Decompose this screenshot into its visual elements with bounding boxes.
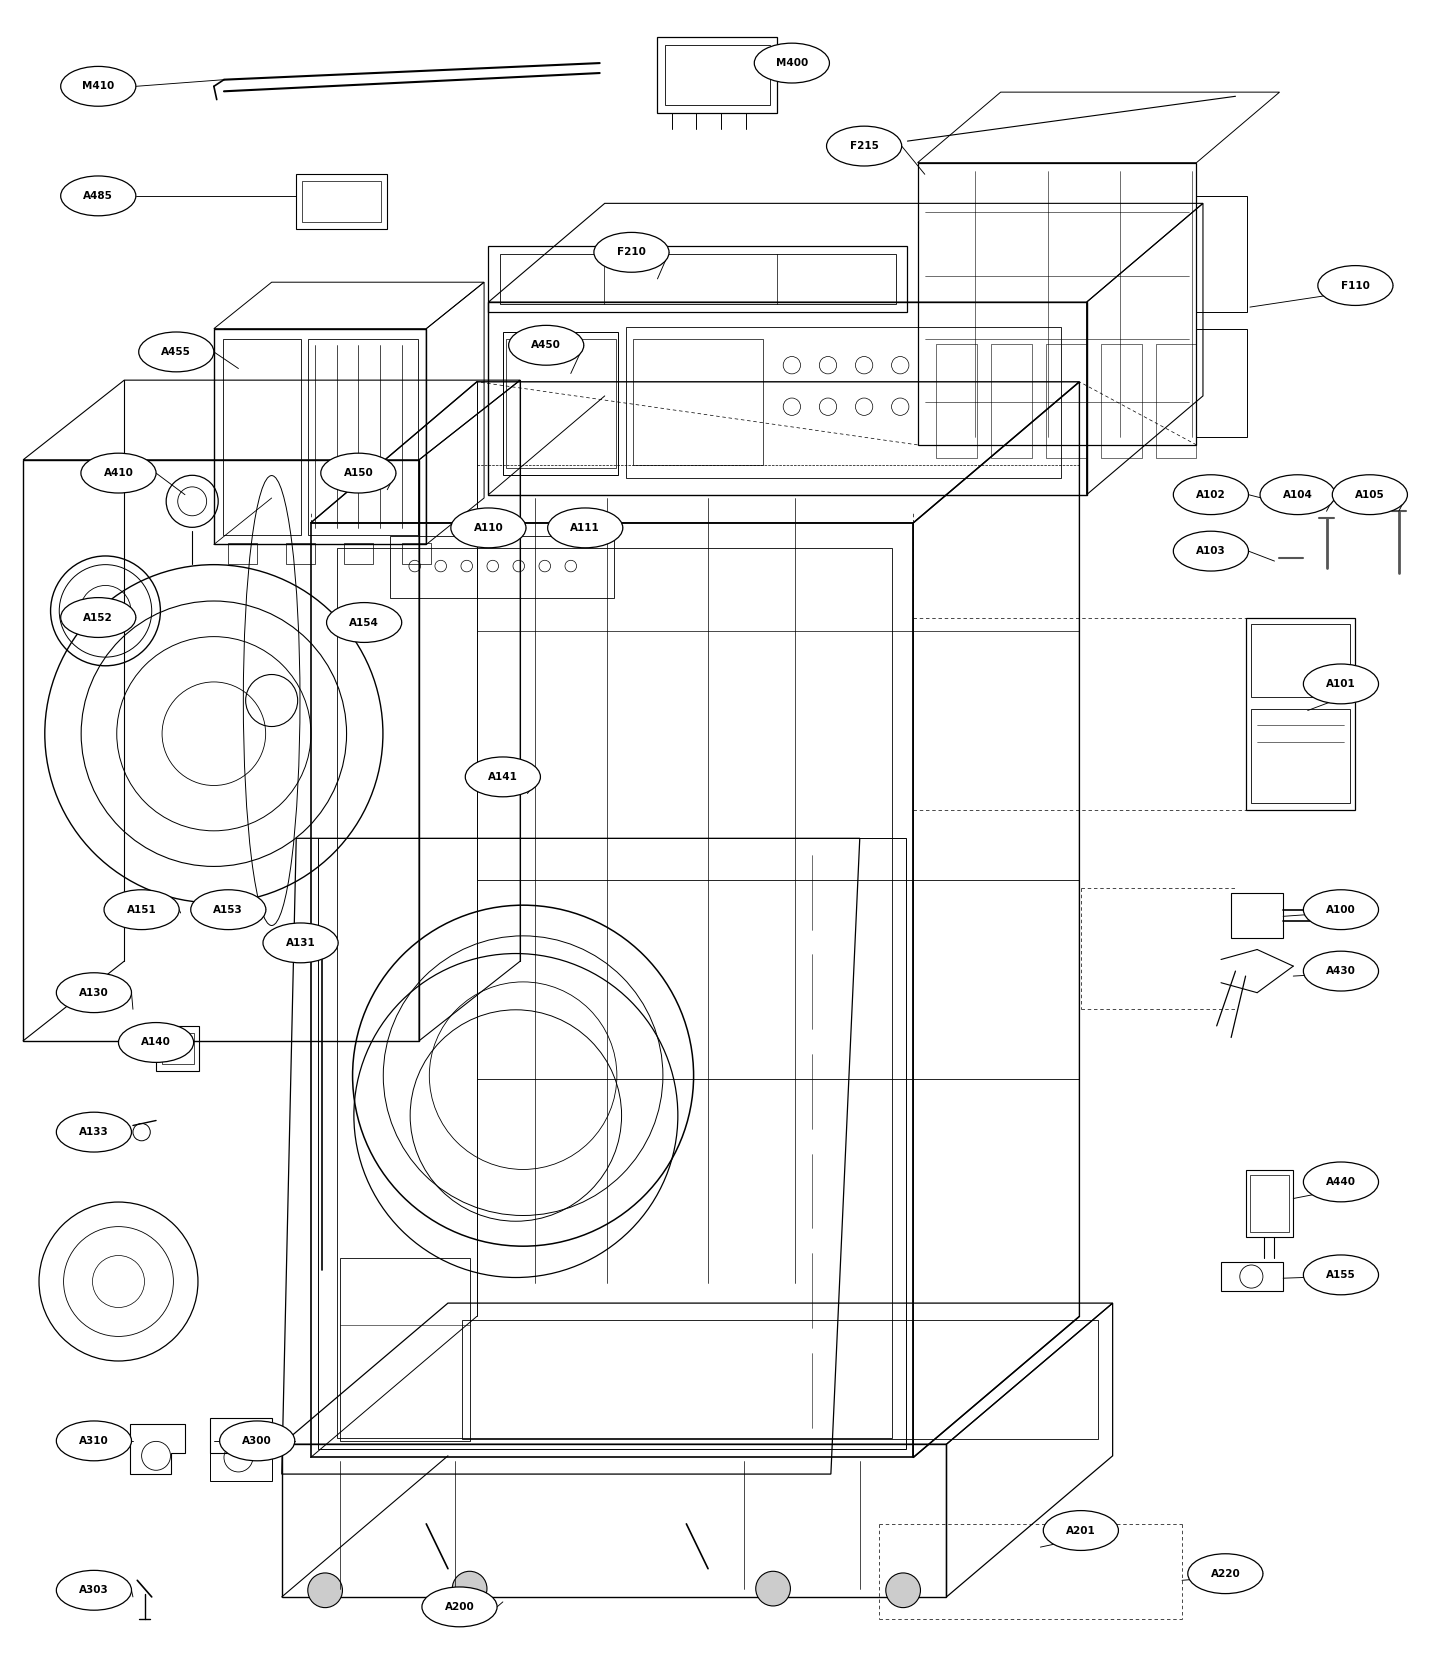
Text: A430: A430: [1327, 966, 1355, 976]
Text: A200: A200: [445, 1602, 474, 1612]
Ellipse shape: [422, 1587, 497, 1627]
Text: F210: F210: [617, 247, 646, 257]
Ellipse shape: [1303, 664, 1379, 704]
Text: A110: A110: [474, 523, 503, 533]
Ellipse shape: [594, 232, 669, 272]
Circle shape: [756, 1572, 790, 1605]
Ellipse shape: [465, 757, 540, 797]
Text: A111: A111: [571, 523, 600, 533]
Ellipse shape: [56, 1570, 131, 1610]
Ellipse shape: [118, 1023, 194, 1062]
Circle shape: [452, 1572, 487, 1605]
Ellipse shape: [1188, 1554, 1263, 1594]
Ellipse shape: [1332, 475, 1407, 515]
Ellipse shape: [81, 453, 156, 493]
Text: A105: A105: [1355, 490, 1384, 500]
Text: A303: A303: [79, 1585, 108, 1595]
Text: A201: A201: [1066, 1526, 1095, 1536]
Ellipse shape: [509, 325, 584, 365]
Text: A140: A140: [142, 1038, 171, 1047]
Text: A104: A104: [1283, 490, 1312, 500]
Circle shape: [308, 1574, 342, 1607]
Text: A154: A154: [350, 618, 379, 627]
Ellipse shape: [827, 126, 902, 166]
Text: A141: A141: [488, 772, 517, 782]
Ellipse shape: [1303, 1162, 1379, 1202]
Ellipse shape: [220, 1421, 295, 1461]
Text: A485: A485: [84, 191, 113, 201]
Text: A101: A101: [1327, 679, 1355, 689]
Ellipse shape: [263, 923, 338, 963]
Text: F110: F110: [1341, 281, 1370, 290]
Ellipse shape: [56, 1112, 131, 1152]
Text: A410: A410: [104, 468, 133, 478]
Ellipse shape: [321, 453, 396, 493]
Ellipse shape: [1303, 1255, 1379, 1295]
Text: A153: A153: [214, 905, 243, 915]
Text: M410: M410: [82, 81, 114, 91]
Text: A440: A440: [1327, 1177, 1355, 1187]
Ellipse shape: [1303, 890, 1379, 930]
Ellipse shape: [548, 508, 623, 548]
Text: A133: A133: [79, 1127, 108, 1137]
Ellipse shape: [56, 973, 131, 1013]
Text: A151: A151: [127, 905, 156, 915]
Ellipse shape: [56, 1421, 131, 1461]
Text: A130: A130: [79, 988, 108, 998]
Text: M400: M400: [776, 58, 808, 68]
Ellipse shape: [1173, 531, 1248, 571]
Ellipse shape: [191, 890, 266, 930]
Text: A310: A310: [79, 1436, 108, 1446]
Text: A103: A103: [1196, 546, 1225, 556]
Ellipse shape: [327, 603, 402, 642]
Ellipse shape: [1260, 475, 1335, 515]
Ellipse shape: [1043, 1511, 1118, 1550]
Text: A102: A102: [1196, 490, 1225, 500]
Text: A220: A220: [1211, 1569, 1240, 1579]
Ellipse shape: [754, 43, 829, 83]
Ellipse shape: [451, 508, 526, 548]
Text: A150: A150: [344, 468, 373, 478]
Ellipse shape: [139, 332, 214, 372]
Text: A100: A100: [1327, 905, 1355, 915]
Ellipse shape: [61, 66, 136, 106]
Ellipse shape: [61, 176, 136, 216]
Ellipse shape: [1318, 266, 1393, 305]
Ellipse shape: [104, 890, 179, 930]
Text: A450: A450: [532, 340, 561, 350]
Ellipse shape: [61, 598, 136, 637]
Circle shape: [886, 1574, 920, 1607]
Text: A455: A455: [162, 347, 191, 357]
Text: F215: F215: [850, 141, 879, 151]
Ellipse shape: [1173, 475, 1248, 515]
Text: A155: A155: [1327, 1270, 1355, 1280]
Text: A300: A300: [243, 1436, 272, 1446]
Text: A131: A131: [286, 938, 315, 948]
Ellipse shape: [1303, 951, 1379, 991]
Text: A152: A152: [84, 613, 113, 622]
